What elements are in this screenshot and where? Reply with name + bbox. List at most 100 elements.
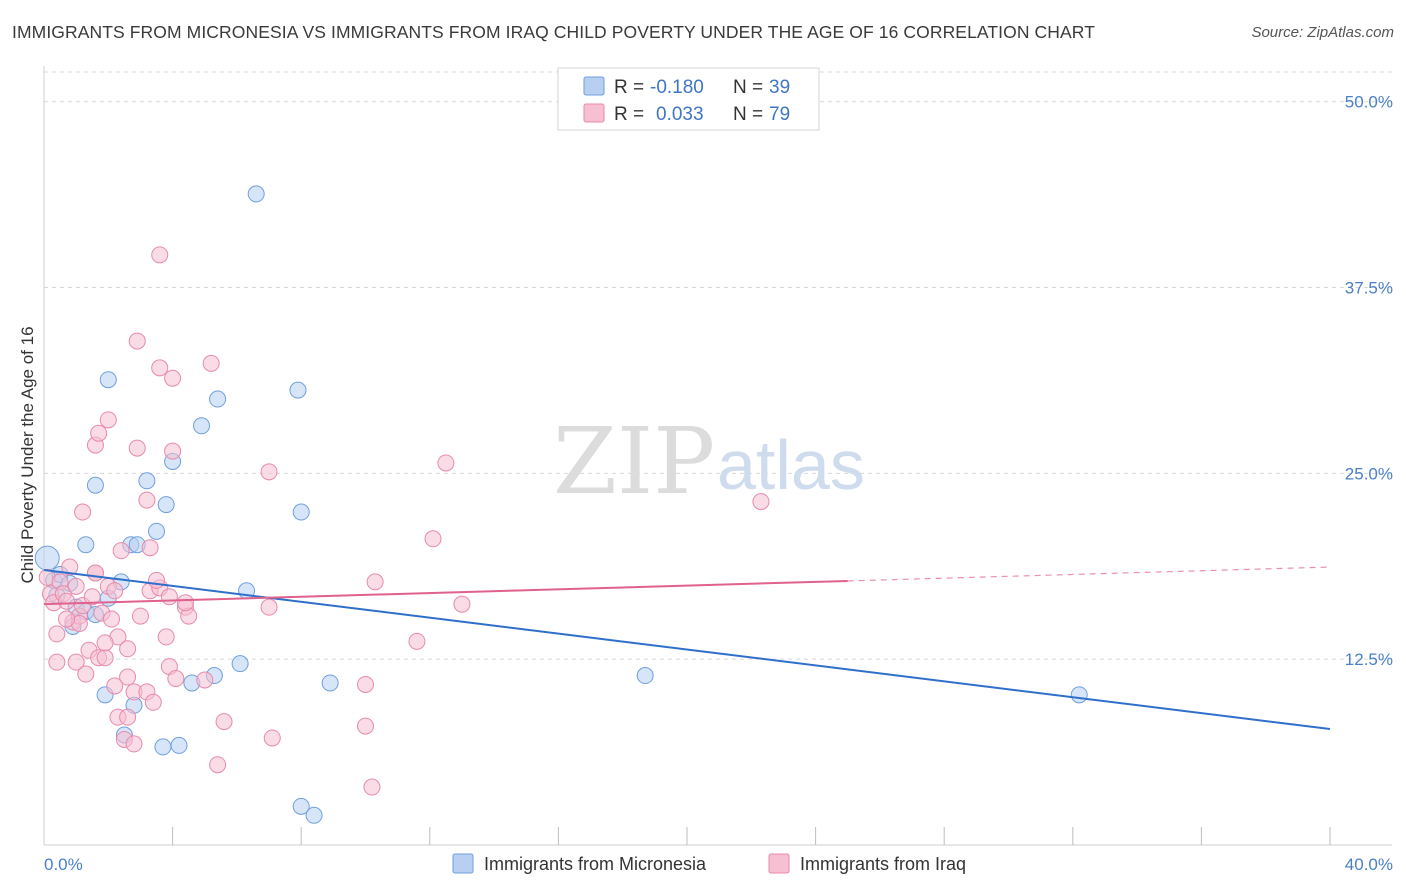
point-iraq-32 [48,653,66,671]
x-tick-label-1: 40.0% [1345,855,1393,874]
point-iraq-63 [357,675,374,693]
point-micronesia-15 [138,472,156,490]
watermark: ZIP atlas [553,408,865,515]
point-iraq-43 [196,671,214,689]
legend-n-label-iraq: N = [733,104,763,125]
point-iraq-53 [112,542,130,560]
point-iraq-40 [157,628,175,646]
point-micronesia-26 [231,655,249,673]
tick-labels: 12.5% 25.0% 37.5% 50.0% 0.0% 40.0% [44,93,1393,874]
point-iraq-48 [176,594,194,612]
point-micronesia-17 [157,496,175,514]
point-iraq-60 [164,442,182,460]
point-micronesia-23 [292,503,310,521]
x-tick-label-0: 0.0% [44,855,83,874]
point-iraq-47 [260,598,278,616]
point-iraq-76 [141,539,159,557]
point-micronesia-16 [86,476,104,494]
point-iraq-15 [103,610,121,628]
point-iraq-27 [106,677,124,695]
y-tick-label-0: 12.5% [1345,650,1393,669]
point-iraq-57 [151,359,169,377]
point-micronesia-36 [305,806,323,824]
point-iraq-26 [144,693,162,711]
data-points [34,185,1088,824]
point-iraq-67 [357,717,374,735]
point-iraq-58 [164,369,182,387]
point-iraq-59 [202,354,220,372]
point-iraq-73 [58,610,76,628]
point-iraq-74 [106,582,124,600]
point-micronesia-37 [636,667,654,685]
point-iraq-12 [83,588,101,606]
point-iraq-68 [363,778,381,796]
point-iraq-75 [86,564,104,582]
point-iraq-56 [128,332,146,350]
series-legend-swatch-micronesia [452,853,474,874]
watermark-atlas: atlas [717,426,865,504]
point-iraq-34 [131,607,149,625]
y-tick-label-2: 37.5% [1345,279,1393,298]
point-micronesia-21 [99,371,117,389]
chart-title: IMMIGRANTS FROM MICRONESIA VS IMMIGRANTS… [12,22,1096,42]
point-iraq-46 [263,729,281,747]
point-iraq-21 [96,649,114,667]
point-iraq-23 [119,668,137,686]
point-iraq-70 [453,595,471,613]
point-iraq-49 [74,503,92,521]
point-micronesia-22 [289,381,307,399]
point-iraq-31 [125,735,143,753]
point-micronesia-14 [148,522,166,540]
source-credit: Source: ZipAtlas.com [1251,24,1394,41]
legend-n-value-micronesia: 39 [769,77,790,98]
point-iraq-42 [167,670,185,688]
legend-swatch-iraq [583,103,605,123]
y-tick-label-1: 25.0% [1345,464,1393,483]
point-micronesia-24 [247,185,265,203]
point-iraq-69 [437,454,455,472]
series-legend-label-iraq: Immigrants from Iraq [800,854,966,874]
point-iraq-10 [61,558,79,576]
point-micronesia-19 [193,417,211,435]
point-iraq-71 [752,493,770,511]
point-micronesia-34 [170,736,188,754]
point-iraq-77 [148,571,166,589]
point-iraq-45 [209,756,227,774]
point-micronesia-29 [321,674,339,692]
point-micronesia-33 [154,738,172,756]
point-micronesia-38 [1070,686,1088,704]
point-iraq-52 [99,411,117,429]
point-iraq-18 [67,653,85,671]
point-iraq-64 [366,573,384,591]
point-iraq-66 [408,632,426,650]
series-legend-label-micronesia: Immigrants from Micronesia [484,854,707,874]
point-iraq-37 [160,588,178,606]
point-iraq-55 [138,491,156,509]
point-micronesia-11 [77,536,95,554]
point-iraq-19 [77,665,95,683]
point-iraq-51 [90,424,108,442]
trend-line-micronesia [43,568,1331,731]
watermark-zip: ZIP [553,408,715,515]
legend-r-value-micronesia: -0.180 [650,77,704,98]
trend-lines [43,566,1331,731]
point-iraq-62 [151,246,169,264]
y-axis-label: Child Poverty Under the Age of 16 [18,326,37,583]
point-iraq-54 [128,439,146,457]
series-legend: Immigrants from Micronesia Immigrants fr… [452,853,966,874]
legend-r-label-micronesia: R = [614,77,644,98]
legend-r-label-iraq: R = [614,104,644,125]
point-iraq-65 [424,530,442,548]
axes [43,66,1392,846]
point-iraq-5 [58,592,76,610]
legend-r-value-iraq: 0.033 [656,104,704,125]
trend-line-iraq [43,579,848,606]
point-iraq-78 [96,634,114,652]
point-iraq-29 [119,708,137,726]
correlation-legend: R = -0.180 N = 39 R = 0.033 N = 79 [557,67,820,131]
point-iraq-22 [119,640,137,658]
point-iraq-6 [48,625,66,643]
legend-swatch-micronesia [583,76,605,96]
point-micronesia-0 [34,545,60,571]
